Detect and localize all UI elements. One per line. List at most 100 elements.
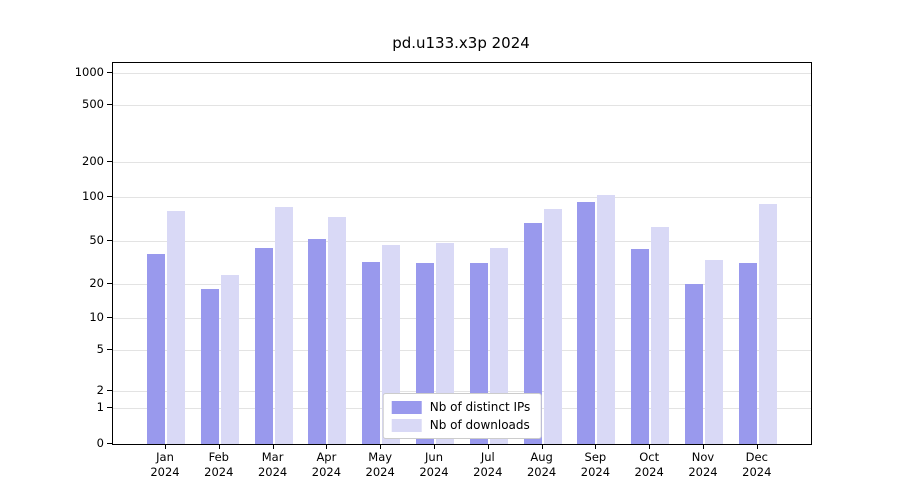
- y-tick-mark: [107, 349, 112, 350]
- bar-distinct-ips-dec: [738, 263, 757, 444]
- x-tick-mark: [756, 444, 758, 449]
- x-tick-month: Nov: [691, 450, 715, 464]
- x-tick-label: Oct 2024: [619, 450, 679, 480]
- x-tick-year: 2024: [473, 465, 503, 479]
- gridline: [113, 284, 811, 285]
- x-tick-month: Feb: [208, 450, 229, 464]
- plot-area: Nb of distinct IPs Nb of downloads: [112, 62, 812, 445]
- bar-distinct-ips-sep: [577, 202, 596, 444]
- legend-item-downloads: Nb of downloads: [391, 418, 531, 432]
- bar-downloads-aug: [543, 208, 562, 444]
- x-tick-year: 2024: [204, 465, 234, 479]
- bar-downloads-jan: [167, 211, 185, 444]
- y-tick-mark: [107, 240, 112, 241]
- bar-distinct-ips-jan: [147, 253, 165, 444]
- x-tick-month: Dec: [745, 450, 768, 464]
- x-tick-month: Aug: [530, 450, 553, 464]
- x-tick-label: Aug 2024: [512, 450, 572, 480]
- y-tick-mark: [107, 317, 112, 318]
- x-tick-year: 2024: [526, 465, 557, 479]
- y-tick-label: 100: [82, 189, 104, 203]
- y-tick-label: 200: [82, 154, 104, 168]
- x-tick-year: 2024: [257, 465, 288, 479]
- x-tick-mark: [218, 444, 220, 449]
- y-tick-mark: [107, 283, 112, 284]
- bar-distinct-ips-feb: [200, 289, 219, 444]
- bar-downloads-apr: [328, 216, 347, 444]
- bar-downloads-feb: [220, 275, 239, 444]
- x-tick-label: Jan 2024: [135, 450, 195, 480]
- y-tick-mark: [107, 161, 112, 162]
- x-tick-label: Apr 2024: [296, 450, 356, 480]
- bar-distinct-ips-may: [362, 261, 381, 444]
- y-tick-label: 1000: [74, 65, 104, 79]
- legend-label-distinct-ips: Nb of distinct IPs: [429, 400, 531, 414]
- gridline: [113, 318, 811, 319]
- y-tick-label: 500: [82, 97, 104, 111]
- x-tick-year: 2024: [150, 465, 180, 479]
- legend-swatch-downloads: [391, 418, 422, 432]
- x-tick-mark: [434, 444, 435, 449]
- legend-label-downloads: Nb of downloads: [429, 418, 530, 432]
- x-tick-label: May 2024: [350, 450, 410, 480]
- gridline: [113, 162, 811, 163]
- x-tick-month: Jun: [425, 450, 443, 464]
- x-tick-year: 2024: [688, 465, 718, 479]
- x-tick-mark: [649, 444, 651, 449]
- y-tick-label: 0: [96, 436, 104, 450]
- x-tick-month: Mar: [261, 450, 284, 464]
- y-tick-label: 10: [89, 310, 104, 324]
- y-tick-label: 20: [89, 276, 104, 290]
- bar-distinct-ips-nov: [685, 284, 703, 444]
- bar-downloads-dec: [758, 203, 777, 444]
- x-tick-year: 2024: [311, 465, 342, 479]
- x-tick-year: 2024: [580, 465, 611, 479]
- x-tick-year: 2024: [365, 465, 395, 479]
- x-tick-month: Apr: [316, 450, 337, 464]
- y-tick-mark: [107, 443, 112, 444]
- x-tick-month: Oct: [639, 450, 660, 464]
- x-tick-mark: [703, 444, 704, 449]
- y-tick-mark: [107, 390, 112, 391]
- gridline: [113, 241, 811, 242]
- x-tick-month: Sep: [584, 450, 607, 464]
- x-tick-label: Jun 2024: [404, 450, 464, 480]
- bar-downloads-sep: [597, 194, 616, 444]
- x-tick-label: Mar 2024: [243, 450, 303, 480]
- y-tick-mark: [107, 196, 112, 197]
- legend: Nb of distinct IPs Nb of downloads: [382, 393, 542, 439]
- x-tick-label: Sep 2024: [565, 450, 625, 480]
- x-tick-month: Jan: [156, 450, 174, 464]
- bar-distinct-ips-apr: [308, 238, 327, 444]
- gridline: [113, 391, 811, 392]
- gridline: [113, 350, 811, 351]
- y-tick-label: 5: [96, 342, 104, 356]
- x-tick-year: 2024: [634, 465, 664, 479]
- gridline: [113, 197, 811, 198]
- y-tick-label: 2: [96, 383, 104, 397]
- x-tick-mark: [380, 444, 382, 449]
- bar-distinct-ips-mar: [254, 248, 273, 444]
- legend-swatch-distinct-ips: [391, 400, 422, 414]
- chart-title: pd.u133.x3p 2024: [392, 34, 530, 52]
- x-tick-label: Dec 2024: [727, 450, 787, 480]
- x-tick-month: Jul: [480, 450, 495, 464]
- x-tick-mark: [165, 444, 166, 449]
- y-tick-mark: [107, 407, 112, 408]
- y-tick-label: 50: [89, 233, 104, 247]
- x-tick-mark: [487, 444, 489, 449]
- gridline: [113, 73, 811, 74]
- x-tick-mark: [595, 444, 597, 449]
- bar-distinct-ips-aug: [523, 223, 542, 444]
- x-tick-label: Jul 2024: [458, 450, 518, 480]
- bar-downloads-oct: [651, 227, 670, 444]
- bar-downloads-mar: [274, 207, 293, 444]
- y-tick-label: 1: [96, 400, 104, 414]
- x-tick-mark: [272, 444, 274, 449]
- legend-item-distinct-ips: Nb of distinct IPs: [391, 400, 531, 414]
- x-tick-label: Nov 2024: [673, 450, 733, 480]
- x-tick-mark: [326, 444, 328, 449]
- x-tick-mark: [541, 444, 543, 449]
- x-tick-label: Feb 2024: [189, 450, 249, 480]
